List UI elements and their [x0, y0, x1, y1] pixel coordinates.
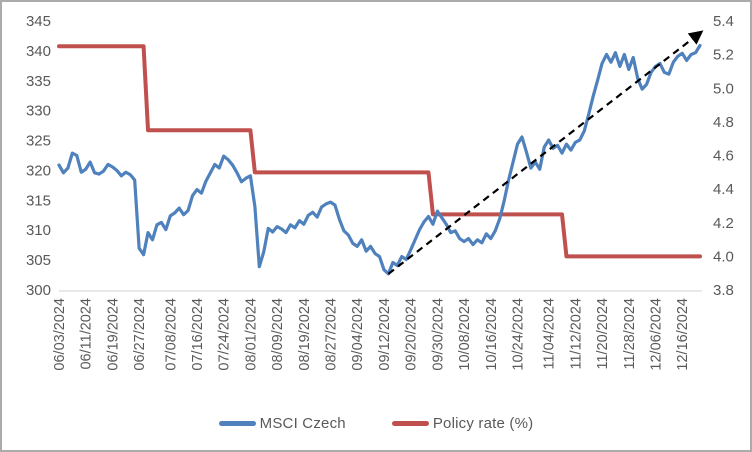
x-axis-date-label: 11/20/2024 [595, 298, 611, 370]
x-axis-date-label: 09/20/2024 [404, 298, 420, 371]
right-axis-tick-label: 5.2 [713, 47, 734, 64]
msci-czech-line [57, 43, 702, 276]
x-axis-date-label: 10/16/2024 [484, 298, 500, 371]
legend-label-policy: Policy rate (%) [432, 415, 534, 432]
left-axis-tick-label: 325 [26, 133, 51, 150]
x-axis-date-label: 11/12/2024 [568, 298, 584, 370]
right-axis-tick-label: 5.0 [713, 80, 734, 97]
right-axis-tick-label: 4.0 [713, 248, 734, 265]
left-axis-tick-label: 310 [26, 222, 51, 239]
left-axis-tick-label: 335 [26, 73, 51, 90]
x-axis-date-label: 07/16/2024 [190, 298, 206, 371]
legend-label-msci: MSCI Czech [259, 415, 346, 432]
right-axis-tick-label: 4.4 [713, 181, 734, 198]
x-axis-date-label: 07/08/2024 [163, 298, 179, 371]
msci-line-swatch-icon [218, 421, 256, 426]
right-axis-tick-label: 4.2 [713, 215, 734, 232]
x-axis-date-label: 08/19/2024 [297, 298, 313, 371]
left-axis-tick-label: 330 [26, 103, 51, 120]
x-axis-date-label: 06/11/2024 [79, 298, 95, 370]
x-axis-date-label: 06/03/2024 [52, 298, 68, 371]
x-axis-date-label: 09/12/2024 [377, 298, 393, 371]
x-axis-date-label: 10/08/2024 [457, 298, 473, 371]
right-axis-tick-label: 3.8 [713, 282, 734, 299]
x-axis-date-label: 10/24/2024 [510, 298, 526, 371]
x-axis-date-label: 09/30/2024 [430, 298, 446, 371]
right-axis-tick-label: 4.6 [713, 148, 734, 165]
left-axis-tick-label: 320 [26, 162, 51, 179]
x-axis-date-label: 12/16/2024 [675, 298, 691, 371]
left-axis-tick-label: 345 [26, 13, 51, 30]
legend-item-msci: MSCI Czech [218, 415, 346, 432]
x-axis-date-label: 06/19/2024 [105, 298, 121, 371]
x-axis-date-label: 08/01/2024 [243, 298, 259, 371]
chart-legend: MSCI Czech Policy rate (%) [2, 415, 750, 432]
policy-rate-line [57, 44, 702, 259]
left-axis-tick-label: 340 [26, 43, 51, 60]
x-axis-date-label: 06/27/2024 [132, 298, 148, 371]
left-axis-tick-label: 300 [26, 282, 51, 299]
right-axis-tick-label: 5.4 [713, 13, 734, 30]
left-axis-tick-label: 315 [26, 192, 51, 209]
right-axis-tick-label: 4.8 [713, 114, 734, 131]
x-axis-date-label: 09/04/2024 [350, 298, 366, 371]
x-axis-date-label: 08/09/2024 [270, 298, 286, 371]
x-axis-date-label: 08/27/2024 [324, 298, 340, 371]
legend-item-policy: Policy rate (%) [391, 415, 534, 432]
x-axis-date-label: 11/28/2024 [622, 298, 638, 370]
trend-arrow [387, 30, 704, 275]
x-axis-date-label: 07/24/2024 [217, 298, 233, 371]
left-axis-tick-label: 305 [26, 252, 51, 269]
x-axis-date-label: 12/06/2024 [648, 298, 664, 371]
policy-line-swatch-icon [391, 421, 429, 426]
x-axis-date-label: 11/04/2024 [542, 298, 558, 370]
